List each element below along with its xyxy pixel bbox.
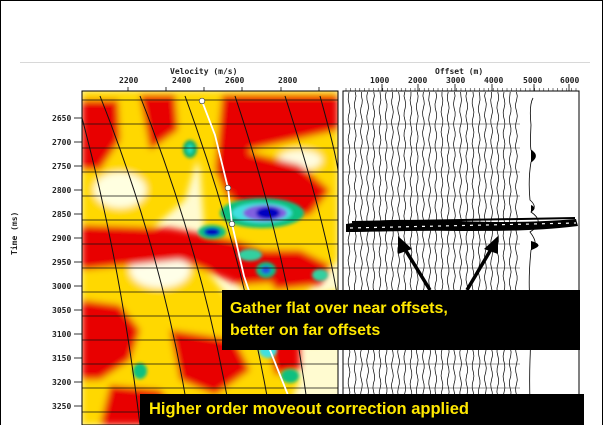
velocity-semblance-panel: [82, 91, 338, 425]
time-tick: 2650: [52, 114, 72, 123]
gather-trace: [428, 91, 431, 425]
time-tick: 3250: [52, 402, 72, 411]
time-tick: 2800: [52, 186, 72, 195]
gather-trace: [384, 91, 388, 425]
offset-tick: 6000: [560, 76, 580, 85]
gather-trace: [366, 91, 369, 425]
offset-gather-panel: [343, 91, 579, 425]
gather-trace: [391, 91, 394, 425]
time-tick: 2850: [52, 210, 72, 219]
time-tick: 2700: [52, 138, 72, 147]
gather-trace: [353, 91, 357, 425]
velocity-tick: 2600: [225, 76, 245, 85]
callout-line-2: better on far offsets: [230, 322, 381, 339]
velocity-tick: 2400: [172, 76, 192, 85]
gather-trace: [490, 92, 493, 425]
offset-tick: 4000: [484, 76, 504, 85]
offset-tick: 3000: [446, 76, 466, 85]
gather-trace: [403, 91, 407, 425]
offset-tick: 1000: [370, 76, 390, 85]
gather-trace: [496, 91, 500, 425]
callout-arrows: [398, 236, 498, 291]
gather-trace: [440, 91, 444, 425]
time-tick: 2750: [52, 162, 72, 171]
gather-trace: [415, 91, 419, 425]
gather-trace: [378, 91, 382, 425]
time-tick: 3050: [52, 306, 72, 315]
offset-axis-title: Offset (m): [435, 67, 484, 76]
gather-trace: [446, 91, 450, 424]
figure-top-border: [20, 62, 590, 63]
moveout-correction-callout: Higher order moveout correction applied: [140, 394, 584, 425]
time-tick: 2900: [52, 234, 72, 243]
gather-trace: [434, 91, 438, 425]
velocity-axis-title: Velocity (m/s): [170, 67, 238, 76]
velocity-tick: 2800: [278, 76, 298, 85]
time-tick: 3000: [52, 282, 72, 291]
gather-trace: [459, 91, 462, 425]
gather-trace: [508, 91, 512, 425]
gather-trace: [347, 91, 351, 425]
callout-line-1: Gather flat over near offsets,: [230, 300, 448, 317]
velocity-pick-line: [201, 100, 299, 425]
gather-flat-callout: Gather flat over near offsets, better on…: [222, 290, 580, 350]
gather-trace: [397, 91, 400, 425]
gather-trace: [477, 91, 481, 425]
gather-trace: [453, 91, 456, 425]
offset-tick: 5000: [523, 76, 543, 85]
offset-tick: 2000: [408, 76, 428, 85]
gather-trace: [502, 91, 506, 425]
time-axis-title: Time (ms): [10, 211, 19, 255]
gather-trace: [471, 91, 475, 425]
gather-trace: [422, 91, 425, 425]
gather-trace: [465, 91, 469, 425]
gather-trace: [360, 92, 363, 425]
time-tick: 3200: [52, 378, 72, 387]
time-tick: 3150: [52, 354, 72, 363]
time-tick: 3100: [52, 330, 72, 339]
gather-trace: [372, 91, 376, 425]
time-tick: 2950: [52, 258, 72, 267]
velocity-tick: 2200: [119, 76, 139, 85]
gather-trace: [515, 91, 518, 425]
